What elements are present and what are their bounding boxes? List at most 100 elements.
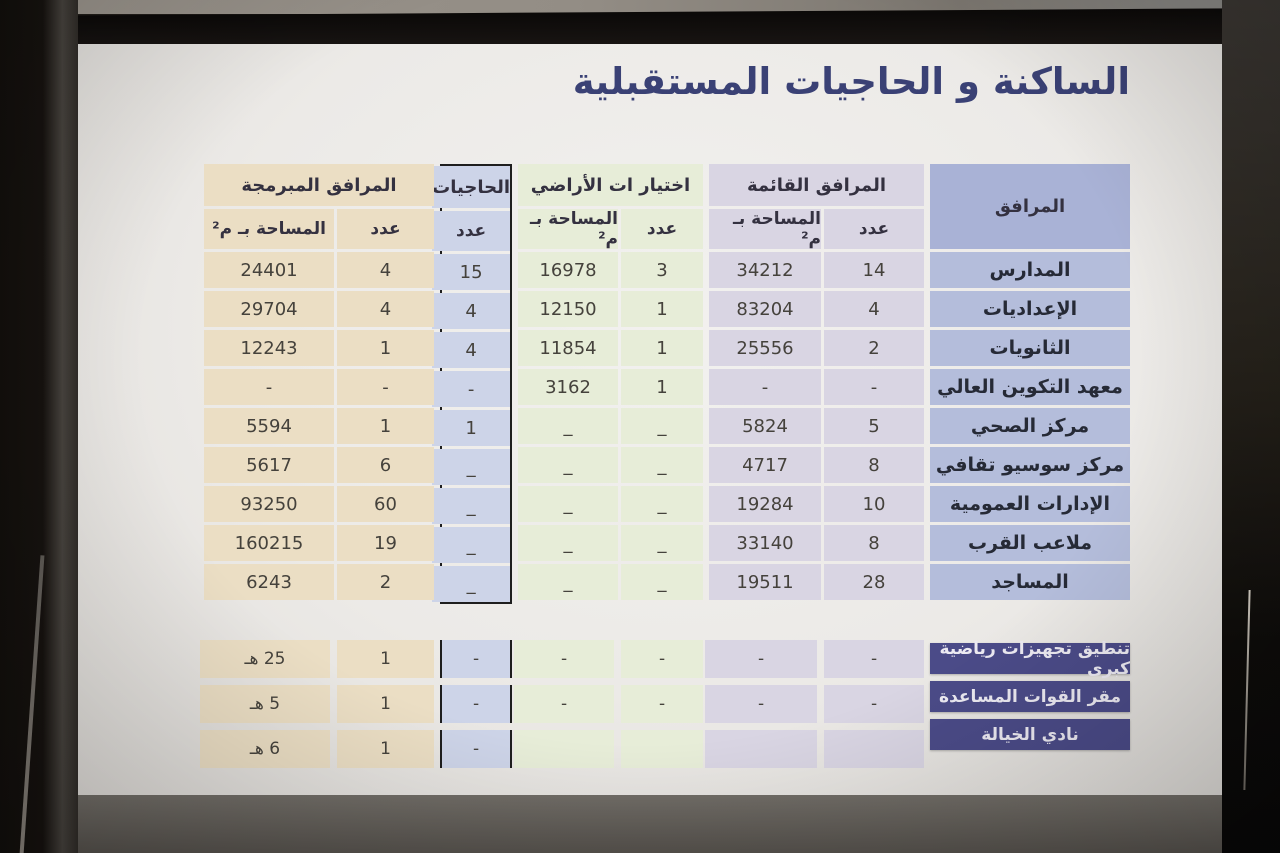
facility-name: مركز الصحي	[930, 408, 1130, 444]
planned-area-cell: 25 هـ	[200, 640, 330, 678]
right-wall-curtain	[1222, 0, 1280, 853]
land-count-cell: -	[621, 685, 703, 723]
group-header-land: اختيار ات الأراضي	[518, 164, 703, 206]
planned-count-cell: 4	[337, 291, 434, 327]
needs-cell: _	[432, 566, 510, 602]
col-header-land-count: عدد	[621, 209, 703, 249]
bottom-label: مقر القوات المساعدة	[930, 681, 1130, 712]
col-header-existing-area: المساحة بـ م²	[709, 209, 821, 249]
needs-column: الحاجيات عدد 15 4 4 - 1 _ _ _ _	[432, 164, 512, 604]
planned-count-cell: 1	[337, 640, 434, 678]
land-area-cell: _	[518, 447, 618, 483]
needs-cell: 1	[432, 410, 510, 446]
planned-area-cell: 5594	[204, 408, 334, 444]
existing-count-cell: -	[824, 685, 924, 723]
existing-area-cell: -	[705, 685, 817, 723]
land-area-cell: -	[514, 640, 614, 678]
needs-cell: _	[432, 488, 510, 524]
planned-count-cell: 1	[337, 408, 434, 444]
planned-area-cell: 29704	[204, 291, 334, 327]
existing-area-cell: 33140	[709, 525, 821, 561]
existing-area-cell: 4717	[709, 447, 821, 483]
planned-count-cell: 6	[337, 447, 434, 483]
existing-count-cell: 8	[824, 447, 924, 483]
needs-cell: 4	[432, 293, 510, 329]
existing-area-cell	[705, 730, 817, 768]
extra-planned-group: 1 25 هـ 1 5 هـ 1 6 هـ	[200, 640, 434, 768]
land-area-cell	[514, 730, 614, 768]
bottom-label: نادي الخيالة	[930, 719, 1130, 750]
planned-area-cell: 160215	[204, 525, 334, 561]
land-area-cell: 3162	[518, 369, 618, 405]
existing-area-cell: -	[709, 369, 821, 405]
extra-land-group: - - - -	[514, 640, 703, 768]
land-area-cell: _	[518, 408, 618, 444]
land-count-cell: -	[621, 640, 703, 678]
facility-name: المساجد	[930, 564, 1130, 600]
group-header-planned: المرافق المبرمجة	[204, 164, 434, 206]
existing-area-cell: 19511	[709, 564, 821, 600]
existing-count-cell: 28	[824, 564, 924, 600]
facility-name: الإعداديات	[930, 291, 1130, 327]
facilities-column: المرافق المدارس الإعداديات الثانويات معه…	[930, 164, 1130, 600]
planned-facilities-group: المرافق المبرمجة عدد المساحة بـ م² 4 244…	[204, 164, 434, 600]
col-header-needs-count: عدد	[432, 211, 510, 251]
planned-area-cell: 5617	[204, 447, 334, 483]
land-count-cell: 1	[621, 369, 703, 405]
group-header-needs: الحاجيات	[432, 166, 510, 208]
existing-count-cell: 8	[824, 525, 924, 561]
planned-area-cell: -	[204, 369, 334, 405]
land-count-cell: _	[621, 525, 703, 561]
land-area-cell: _	[518, 486, 618, 522]
land-count-cell: 3	[621, 252, 703, 288]
left-wall	[0, 0, 78, 853]
existing-count-cell: 4	[824, 291, 924, 327]
planned-area-cell: 6 هـ	[200, 730, 330, 768]
existing-area-cell: -	[705, 640, 817, 678]
planned-count-cell: 2	[337, 564, 434, 600]
existing-area-cell: 19284	[709, 486, 821, 522]
planned-area-cell: 93250	[204, 486, 334, 522]
land-area-cell: -	[514, 685, 614, 723]
land-count-cell: _	[621, 408, 703, 444]
slide-title: الساكنة و الحاجيات المستقبلية	[572, 60, 1130, 103]
existing-count-cell	[824, 730, 924, 768]
extra-labels-column: تنطيق تجهيزات رياضية كبرى مقر القوات الم…	[930, 639, 1130, 750]
land-count-cell	[621, 730, 703, 768]
planned-area-cell: 5 هـ	[200, 685, 330, 723]
facility-name: ملاعب القرب	[930, 525, 1130, 561]
extra-needs-column: - - -	[440, 640, 512, 768]
existing-facilities-group: المرافق القائمة عدد المساحة بـ م² 14 342…	[709, 164, 924, 600]
extra-table: تنطيق تجهيزات رياضية كبرى مقر القوات الم…	[200, 639, 1130, 768]
land-count-cell: _	[621, 486, 703, 522]
land-area-cell: 11854	[518, 330, 618, 366]
needs-cell: _	[432, 527, 510, 563]
needs-cell: 15	[432, 254, 510, 290]
existing-count-cell: 2	[824, 330, 924, 366]
existing-area-cell: 5824	[709, 408, 821, 444]
planned-count-cell: 60	[337, 486, 434, 522]
planned-count-cell: 1	[337, 685, 434, 723]
needs-cell: -	[440, 685, 512, 723]
existing-area-cell: 34212	[709, 252, 821, 288]
facility-name: مركز سوسيو تقافي	[930, 447, 1130, 483]
planned-count-cell: 4	[337, 252, 434, 288]
needs-cell: 4	[432, 332, 510, 368]
existing-area-cell: 25556	[709, 330, 821, 366]
wall-below-screen	[78, 795, 1222, 853]
main-table: المرافق المدارس الإعداديات الثانويات معه…	[204, 164, 1130, 604]
planned-area-cell: 12243	[204, 330, 334, 366]
planned-count-cell: -	[337, 369, 434, 405]
col-header-planned-area: المساحة بـ م²	[204, 209, 334, 249]
needs-cell: -	[440, 640, 512, 678]
group-header-existing: المرافق القائمة	[709, 164, 924, 206]
land-area-cell: 12150	[518, 291, 618, 327]
planned-area-cell: 6243	[204, 564, 334, 600]
bottom-label: تنطيق تجهيزات رياضية كبرى	[930, 639, 1130, 679]
existing-count-cell: 10	[824, 486, 924, 522]
facility-name: الإدارات العمومية	[930, 486, 1130, 522]
existing-count-cell: -	[824, 369, 924, 405]
existing-count-cell: 14	[824, 252, 924, 288]
col-header-land-area: المساحة بـ م²	[518, 209, 618, 249]
